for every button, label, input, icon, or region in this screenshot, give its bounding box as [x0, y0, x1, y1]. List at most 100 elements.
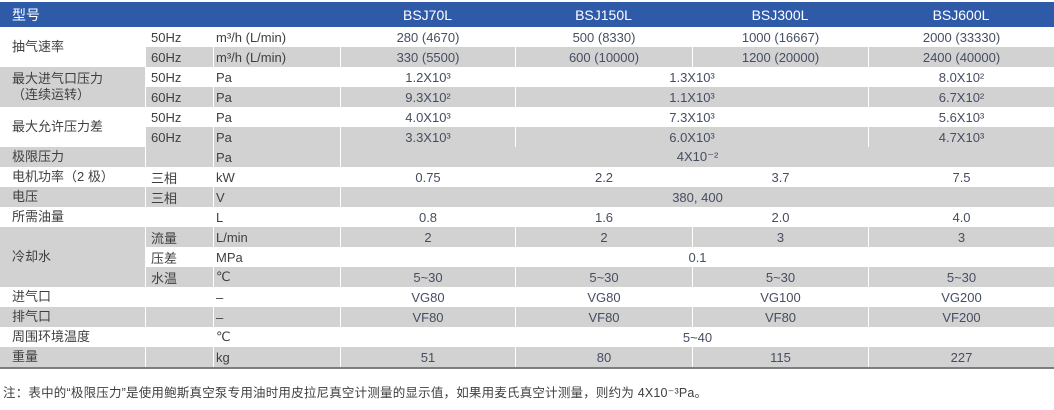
- spec-value: 280 (4670): [340, 27, 516, 47]
- table-row-voltage: 电压 三相 V 380, 400: [0, 187, 1054, 207]
- spec-value: 115: [692, 347, 869, 367]
- spec-value: 5~30: [340, 267, 516, 287]
- table-row-inlet-port: 进气口 – VG80 VG80 VG100 VG200: [0, 287, 1054, 307]
- spec-value: VF80: [515, 307, 693, 327]
- spec-value: 7.5: [868, 167, 1054, 187]
- row-sublabel: [145, 347, 213, 367]
- spec-value-merged: 0.1: [340, 247, 1054, 267]
- spec-value: 5~30: [515, 267, 693, 287]
- table-row-pumping-speed-50hz: 抽气速率 50Hz m³/h (L/min) 280 (4670) 500 (8…: [0, 27, 1054, 67]
- spec-value: 6.7X10²: [868, 87, 1054, 107]
- table-row-ambient-temp: 周围环境温度 ℃ 5~40: [0, 327, 1054, 347]
- table-header-row: 型号 BSJ70L BSJ150L BSJ300L BSJ600L: [0, 2, 1054, 27]
- spec-value: 330 (5500): [340, 47, 516, 67]
- table-row-weight: 重量 kg 51 80 115 227: [0, 347, 1054, 367]
- spec-value: 9.3X10²: [340, 87, 516, 107]
- spec-value: 1.6: [515, 207, 693, 227]
- spec-value: 3.7: [692, 167, 869, 187]
- spec-value: VG100: [692, 287, 869, 307]
- row-sublabel: 三相: [145, 187, 213, 207]
- row-unit: V: [213, 187, 341, 207]
- table-row-cooling-water-flow: 冷却水 流量 L/min 2 2 3 3: [0, 227, 1054, 287]
- row-sublabel: [145, 207, 213, 227]
- spec-value: 2400 (40000): [868, 47, 1054, 67]
- row-sublabel: 三相: [145, 167, 213, 187]
- row-unit: ℃: [213, 267, 341, 287]
- row-sublabel: [145, 287, 213, 307]
- row-label-voltage: 电压: [0, 187, 145, 207]
- spec-value: 2.0: [692, 207, 869, 227]
- spec-value: 0.75: [340, 167, 516, 187]
- row-unit: Pa: [213, 67, 341, 87]
- spec-value: 5~30: [692, 267, 869, 287]
- spec-value-merged: 4X10⁻²: [340, 147, 1054, 167]
- spec-value: 2.2: [515, 167, 693, 187]
- table-row-cooling-water-pressure-diff: 压差 MPa 0.1: [0, 247, 1054, 267]
- spec-value: 4.0X10³: [340, 107, 516, 127]
- row-label-oil-capacity: 所需油量: [0, 207, 145, 227]
- spec-value: 2000 (33330): [868, 27, 1054, 47]
- row-unit: Pa: [213, 147, 341, 167]
- row-unit: L: [213, 207, 341, 227]
- spec-value: VG80: [340, 287, 516, 307]
- spec-value: VF80: [692, 307, 869, 327]
- row-sublabel: 50Hz: [145, 67, 213, 87]
- table-row-max-pressure-diff-50hz: 最大允许压力差 50Hz Pa 4.0X10³ 7.3X10³ 5.6X10³: [0, 107, 1054, 147]
- table-row-max-pressure-diff-60hz: 60Hz Pa 3.3X10³ 6.0X10³ 4.7X10³: [0, 127, 1054, 147]
- spec-value: 500 (8330): [515, 27, 693, 47]
- row-sublabel: 60Hz: [145, 87, 213, 107]
- spec-value: VF80: [340, 307, 516, 327]
- spec-value: 600 (10000): [515, 47, 693, 67]
- spec-value: 1200 (20000): [692, 47, 869, 67]
- row-unit: Pa: [213, 107, 341, 127]
- model-column-header: 型号: [0, 2, 341, 27]
- spec-value: VG80: [515, 287, 693, 307]
- row-sublabel: 50Hz: [145, 27, 213, 47]
- row-sublabel: 流量: [145, 227, 213, 247]
- spec-value-merged: 1.3X10³: [515, 67, 869, 87]
- row-unit: Pa: [213, 127, 341, 147]
- row-label-max-inlet-pressure: 最大进气口压力 （连续运转）: [0, 67, 145, 107]
- table-row-pumping-speed-60hz: 60Hz m³/h (L/min) 330 (5500) 600 (10000)…: [0, 47, 1054, 67]
- spec-value: VF200: [868, 307, 1054, 327]
- spec-value-merged: 5~40: [340, 327, 1054, 347]
- row-sublabel: 60Hz: [145, 127, 213, 147]
- spec-value: 5~30: [868, 267, 1054, 287]
- table-row-motor-power: 电机功率（2 极） 三相 kW 0.75 2.2 3.7 7.5: [0, 167, 1054, 187]
- row-label-cooling-water: 冷却水: [0, 227, 145, 287]
- row-unit: Pa: [213, 87, 341, 107]
- table-row-cooling-water-temp: 水温 ℃ 5~30 5~30 5~30 5~30: [0, 267, 1054, 287]
- model-name-bsj70l: BSJ70L: [340, 2, 516, 27]
- spec-value: 2: [515, 227, 693, 247]
- row-unit: L/min: [213, 227, 341, 247]
- row-label-pumping-speed: 抽气速率: [0, 27, 145, 67]
- row-unit: –: [213, 287, 341, 307]
- spec-value: 3: [692, 227, 869, 247]
- spec-value: 1000 (16667): [692, 27, 869, 47]
- table-row-exhaust-port: 排气口 – VF80 VF80 VF80 VF200: [0, 307, 1054, 327]
- row-sublabel: 压差: [145, 247, 213, 267]
- table-row-max-inlet-pressure-50hz: 最大进气口压力 （连续运转） 50Hz Pa 1.2X10³ 1.3X10³ 8…: [0, 67, 1054, 107]
- model-name-bsj150l: BSJ150L: [515, 2, 693, 27]
- table-row-ultimate-pressure: 极限压力 Pa 4X10⁻²: [0, 147, 1054, 167]
- row-unit: –: [213, 307, 341, 327]
- row-sublabel: [145, 327, 213, 347]
- row-label-max-pressure-diff: 最大允许压力差: [0, 107, 145, 147]
- spec-value: 3.3X10³: [340, 127, 516, 147]
- spec-value: 4.7X10³: [868, 127, 1054, 147]
- row-label-motor-power: 电机功率（2 极）: [0, 167, 145, 187]
- row-label-ultimate-pressure: 极限压力: [0, 147, 145, 167]
- spec-value-merged: 6.0X10³: [515, 127, 869, 147]
- row-sublabel: [145, 147, 213, 167]
- spec-table: 型号 BSJ70L BSJ150L BSJ300L BSJ600L 抽气速率 5…: [0, 2, 1054, 369]
- row-unit: m³/h (L/min): [213, 47, 341, 67]
- row-unit: kg: [213, 347, 341, 367]
- spec-value-merged: 7.3X10³: [515, 107, 869, 127]
- spec-value: 4.0: [868, 207, 1054, 227]
- row-label-inlet-port: 进气口: [0, 287, 145, 307]
- row-unit: MPa: [213, 247, 341, 267]
- spec-value: 227: [868, 347, 1054, 367]
- row-unit: kW: [213, 167, 341, 187]
- spec-value: VG200: [868, 287, 1054, 307]
